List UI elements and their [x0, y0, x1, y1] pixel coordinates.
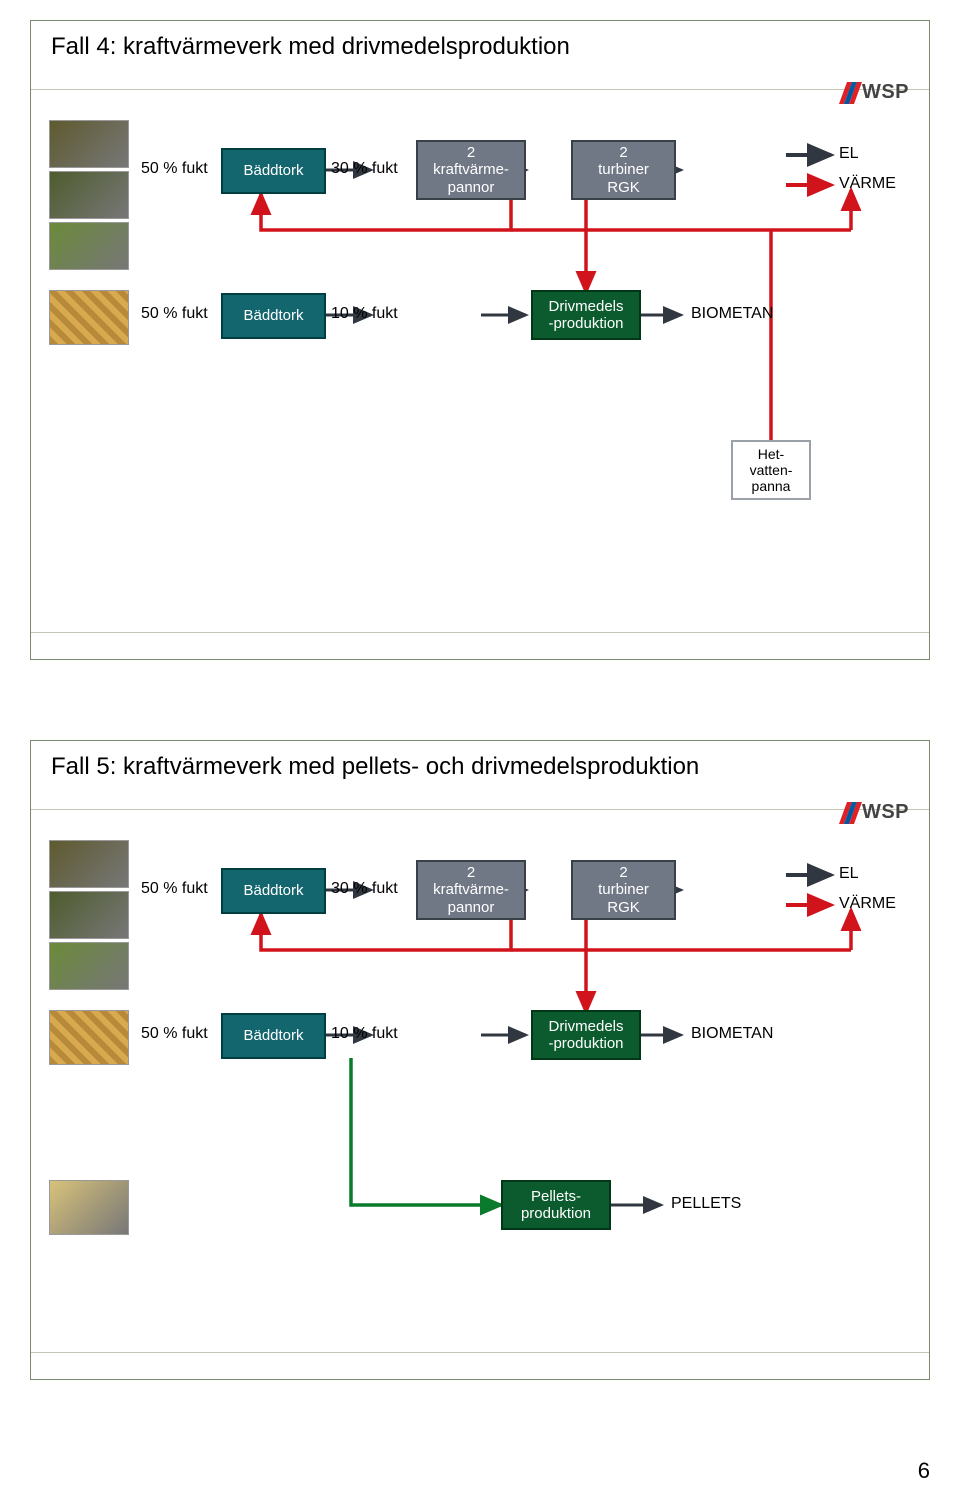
biometan-label: BIOMETAN — [691, 305, 773, 323]
baddtork-box-2: Bäddtork — [221, 1013, 326, 1059]
hetvatten-box: Het- vatten- panna — [731, 440, 811, 500]
kraftvarme-text: 2 kraftvärme- pannor — [433, 864, 509, 916]
turbiner-text: 2 turbiner RGK — [598, 864, 649, 916]
fukt-in-1: 50 % fukt — [141, 160, 208, 178]
pelletsprod-text: Pellets- produktion — [521, 1188, 591, 1223]
slide-title: Fall 5: kraftvärmeverk med pellets- och … — [51, 753, 909, 781]
fukt-in-1: 50 % fukt — [141, 880, 208, 898]
baddtork-text-2: Bäddtork — [243, 1027, 303, 1044]
slide-fall4: Fall 4: kraftvärmeverk med drivmedelspro… — [30, 20, 930, 660]
baddtork-box-2: Bäddtork — [221, 293, 326, 339]
el-label: EL — [839, 145, 859, 163]
kraftvarme-box: 2 kraftvärme- pannor — [416, 140, 526, 200]
fukt-after-1: 30 % fukt — [331, 880, 398, 898]
baddtork-text: Bäddtork — [243, 882, 303, 899]
drivmedels-text: Drivmedels -produktion — [548, 298, 623, 333]
fukt-in-2: 50 % fukt — [141, 1025, 208, 1043]
drivmedels-box: Drivmedels -produktion — [531, 290, 641, 340]
footer-line — [31, 1352, 929, 1353]
pelletsprod-box: Pellets- produktion — [501, 1180, 611, 1230]
el-label: EL — [839, 865, 859, 883]
fukt-after-2: 10 % fukt — [331, 305, 398, 323]
page: Fall 4: kraftvärmeverk med drivmedelspro… — [0, 0, 960, 1494]
hetvatten-text: Het- vatten- panna — [750, 446, 793, 494]
diagram-canvas-2: 50 % fukt Bäddtork 30 % fukt 2 kraftvärm… — [31, 810, 929, 1370]
baddtork-box-1: Bäddtork — [221, 148, 326, 194]
turbiner-text: 2 turbiner RGK — [598, 144, 649, 196]
baddtork-box-1: Bäddtork — [221, 868, 326, 914]
varme-label: VÄRME — [839, 175, 896, 193]
baddtork-text-2: Bäddtork — [243, 307, 303, 324]
fukt-after-1: 30 % fukt — [331, 160, 398, 178]
turbiner-box: 2 turbiner RGK — [571, 860, 676, 920]
slide-fall5: Fall 5: kraftvärmeverk med pellets- och … — [30, 740, 930, 1380]
turbiner-box: 2 turbiner RGK — [571, 140, 676, 200]
pellets-label: PELLETS — [671, 1195, 741, 1213]
kraftvarme-box: 2 kraftvärme- pannor — [416, 860, 526, 920]
title-bar: Fall 5: kraftvärmeverk med pellets- och … — [31, 741, 929, 810]
footer-line — [31, 632, 929, 633]
varme-label: VÄRME — [839, 895, 896, 913]
fukt-in-2: 50 % fukt — [141, 305, 208, 323]
diagram-canvas-1: 50 % fukt Bäddtork 30 % fukt 2 kraftvärm… — [31, 90, 929, 650]
drivmedels-text: Drivmedels -produktion — [548, 1018, 623, 1053]
fukt-after-2: 10 % fukt — [331, 1025, 398, 1043]
biometan-label: BIOMETAN — [691, 1025, 773, 1043]
kraftvarme-text: 2 kraftvärme- pannor — [433, 144, 509, 196]
title-bar: Fall 4: kraftvärmeverk med drivmedelspro… — [31, 21, 929, 90]
drivmedels-box: Drivmedels -produktion — [531, 1010, 641, 1060]
baddtork-text: Bäddtork — [243, 162, 303, 179]
page-number: 6 — [918, 1458, 930, 1484]
slide-title: Fall 4: kraftvärmeverk med drivmedelspro… — [51, 33, 909, 61]
